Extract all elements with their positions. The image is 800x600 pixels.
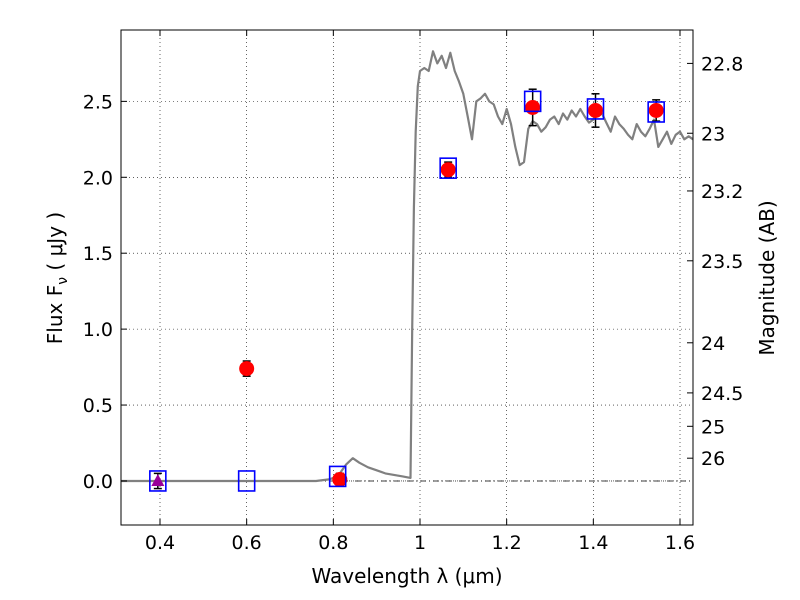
- magnitude-tick-label: 23.5: [701, 251, 743, 273]
- x-tick-label: 1: [414, 532, 426, 554]
- magnitude-tick-label: 26: [701, 448, 725, 470]
- magnitude-tick-label: 22.8: [701, 53, 743, 75]
- model-photometry-box: [586, 98, 605, 120]
- data-point: [525, 99, 541, 115]
- x-tick-label: 0.6: [232, 532, 262, 554]
- upper-limit-point: [151, 473, 165, 486]
- model-photometry-box: [237, 470, 256, 492]
- grid-lines: [121, 30, 693, 525]
- model-photometry-box: [149, 470, 167, 492]
- axis-ticks: 0.4 0.6 0.8 1 1.2 1.4 1.6 0.0 0.5 1.0 1.5 2.0 2.5 22.…: [83, 30, 743, 554]
- y-tick-label: 0.0: [83, 471, 113, 493]
- model-photometry-box: [328, 465, 347, 488]
- x-tick-label: 1.2: [492, 532, 522, 554]
- y-axis-label: Flux Fν ( μJy ): [43, 212, 71, 344]
- magnitude-axis-label: Magnitude (AB): [755, 200, 779, 355]
- model-photometry-box: [523, 90, 542, 113]
- data-point: [588, 102, 603, 118]
- magnitude-tick-label: 24.5: [701, 383, 743, 405]
- y-tick-label: 2.0: [83, 167, 113, 189]
- x-axis-label: Wavelength λ (μm): [311, 564, 502, 588]
- model-sed: [121, 50, 694, 483]
- data-point: [440, 162, 456, 178]
- x-tick-label: 0.8: [318, 532, 348, 554]
- magnitude-tick-label: 25: [701, 416, 725, 438]
- x-tick-label: 0.4: [145, 532, 175, 554]
- data-point: [648, 102, 664, 118]
- data-point: [239, 361, 255, 377]
- magnitude-tick-label: 23.2: [701, 181, 743, 203]
- plot-frame: [120, 29, 694, 526]
- y-tick-label: 2.5: [83, 91, 113, 113]
- y-tick-label: 1.0: [83, 319, 113, 341]
- data-points: [151, 88, 664, 490]
- x-tick-label: 1.4: [578, 532, 608, 554]
- magnitude-tick-label: 24: [701, 333, 725, 355]
- x-tick-label: 1.6: [665, 532, 695, 554]
- model-sed-line: [121, 50, 694, 483]
- magnitude-tick-label: 23: [701, 123, 725, 145]
- model-photometry-box: [647, 101, 665, 123]
- data-point: [332, 471, 348, 487]
- model-photometry-box: [439, 157, 457, 179]
- y-tick-label: 0.5: [83, 395, 113, 417]
- model-photometry-boxes: [149, 90, 665, 492]
- y-tick-label: 1.5: [83, 243, 113, 265]
